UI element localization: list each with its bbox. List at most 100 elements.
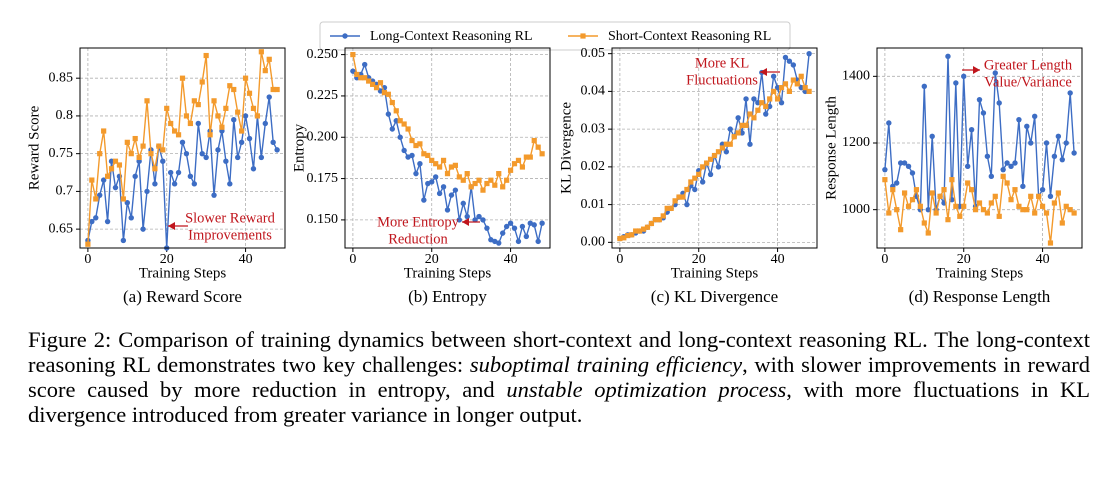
- marker: [421, 197, 427, 203]
- marker: [258, 154, 265, 161]
- y-axis-label: Reward Score: [26, 105, 42, 190]
- marker: [160, 158, 166, 164]
- marker: [381, 90, 388, 96]
- marker: [913, 187, 920, 193]
- marker: [723, 141, 729, 147]
- marker: [535, 144, 541, 150]
- marker: [104, 173, 111, 179]
- marker: [116, 162, 123, 168]
- marker: [187, 173, 194, 180]
- marker: [468, 184, 474, 190]
- marker: [476, 177, 482, 183]
- annotation-arrowhead: [168, 222, 175, 230]
- marker: [751, 115, 757, 121]
- marker: [437, 164, 443, 170]
- marker: [660, 213, 666, 219]
- y-tick-label: 0.75: [49, 146, 74, 161]
- marker: [108, 166, 115, 172]
- marker: [519, 164, 526, 170]
- marker: [629, 232, 635, 238]
- marker: [656, 217, 662, 223]
- marker: [668, 205, 674, 211]
- axes-frame: [611, 47, 818, 249]
- marker: [894, 180, 900, 186]
- marker: [1000, 173, 1006, 179]
- y-tick-label: 0.175: [307, 171, 339, 186]
- marker: [342, 33, 348, 39]
- marker: [949, 177, 955, 183]
- marker: [362, 61, 368, 68]
- marker: [148, 151, 154, 157]
- subplot-title: (c) KL Divergence: [651, 287, 778, 306]
- marker: [921, 220, 927, 226]
- x-tick-label: 0: [84, 252, 91, 267]
- marker: [144, 188, 150, 195]
- marker: [882, 166, 888, 173]
- marker: [1063, 140, 1069, 146]
- marker: [417, 141, 423, 147]
- x-tick-label: 20: [957, 252, 971, 267]
- annotation-arrowhead: [760, 68, 767, 76]
- legend: Long-Context Reasoning RL Short-Context R…: [319, 21, 791, 51]
- marker: [798, 73, 804, 79]
- x-tick-label: 40: [771, 252, 785, 267]
- marker: [366, 78, 372, 84]
- marker: [727, 126, 733, 132]
- y-tick-label: 0.05: [581, 46, 606, 61]
- marker: [448, 192, 455, 198]
- annotation-arrowhead: [973, 66, 980, 74]
- annotation: Slower Reward: [185, 210, 276, 226]
- marker: [1039, 203, 1046, 209]
- marker: [425, 152, 431, 159]
- marker: [882, 177, 888, 183]
- marker: [179, 139, 186, 146]
- marker: [172, 128, 178, 134]
- annotation: Improvements: [188, 227, 272, 243]
- marker: [175, 169, 182, 176]
- marker: [778, 85, 785, 91]
- caption: Figure 2: Comparison of training dynamic…: [28, 327, 1090, 427]
- marker: [945, 217, 951, 223]
- marker: [961, 203, 967, 209]
- marker: [460, 200, 466, 207]
- marker: [472, 180, 478, 187]
- marker: [1047, 240, 1054, 246]
- marker: [112, 158, 119, 164]
- marker: [1059, 220, 1065, 226]
- x-tick-label: 40: [239, 252, 253, 267]
- marker: [440, 184, 447, 190]
- marker: [377, 80, 384, 86]
- caption-text: unstable optimization process: [506, 377, 787, 402]
- marker: [199, 150, 205, 157]
- marker: [223, 105, 229, 111]
- marker: [719, 145, 725, 151]
- marker: [539, 220, 545, 226]
- marker: [735, 115, 741, 121]
- marker: [373, 85, 380, 91]
- marker: [211, 192, 217, 198]
- marker: [456, 217, 463, 223]
- marker: [621, 235, 627, 241]
- marker: [539, 151, 545, 157]
- marker: [763, 103, 769, 110]
- marker: [480, 187, 486, 193]
- marker: [1028, 193, 1034, 199]
- marker: [258, 49, 264, 55]
- marker: [580, 33, 586, 39]
- marker: [794, 81, 800, 87]
- subplot-title: (a) Reward Score: [123, 287, 242, 306]
- marker: [492, 182, 498, 188]
- marker: [680, 194, 686, 200]
- x-tick-label: 0: [616, 252, 623, 267]
- marker: [976, 200, 983, 206]
- marker: [183, 113, 190, 119]
- y-tick-label: 0.7: [56, 184, 74, 199]
- marker: [969, 187, 975, 193]
- y-tick-label: 0.225: [307, 88, 339, 103]
- marker: [684, 201, 690, 208]
- y-axis-label: Response Length: [823, 96, 839, 200]
- marker: [274, 147, 280, 153]
- marker: [1020, 183, 1026, 190]
- marker: [1047, 193, 1054, 200]
- marker: [707, 171, 714, 178]
